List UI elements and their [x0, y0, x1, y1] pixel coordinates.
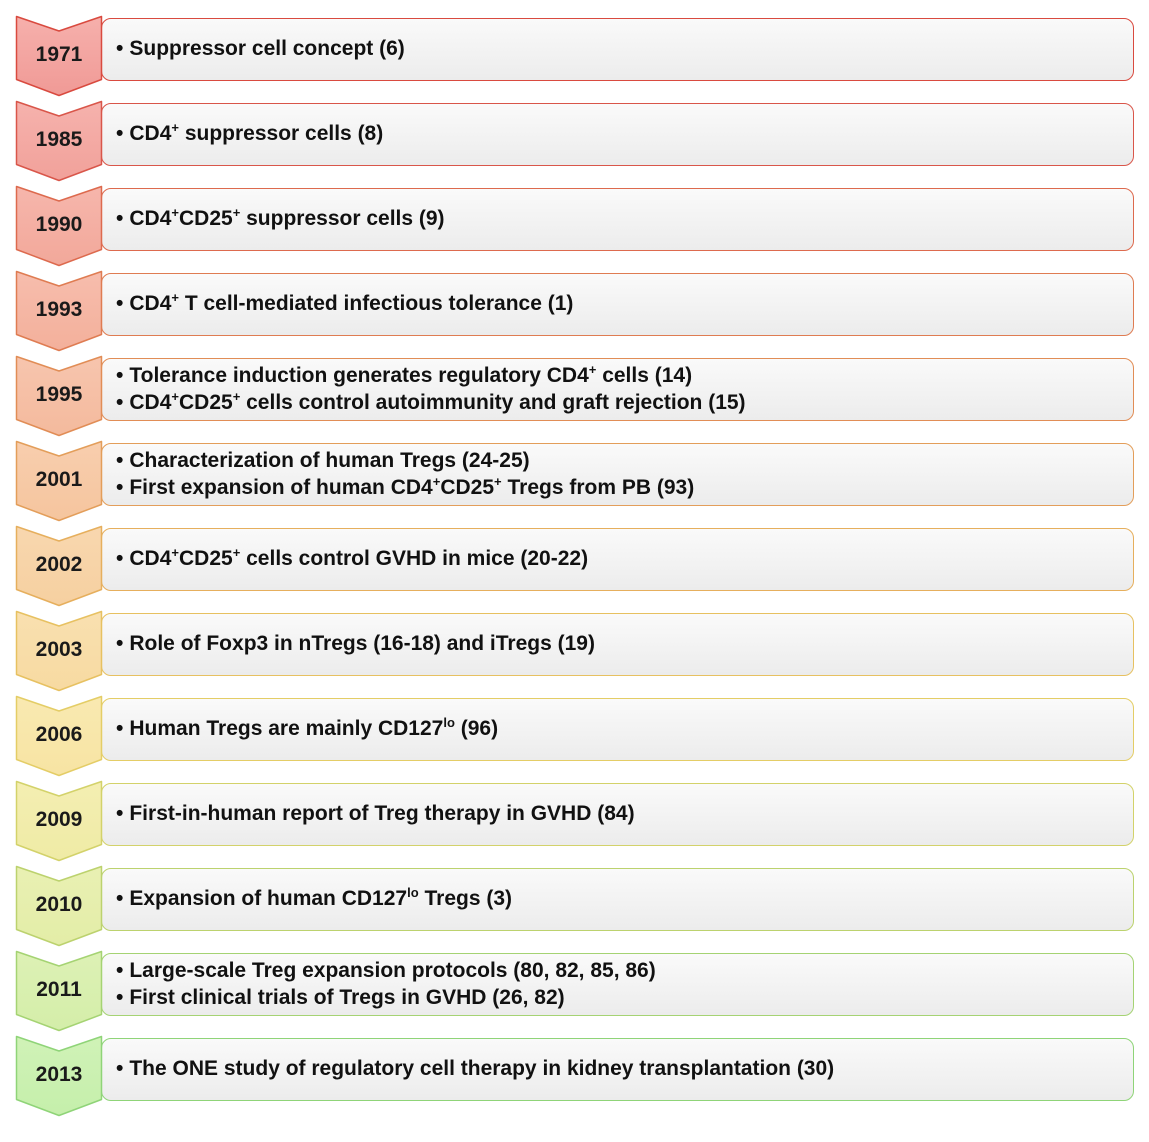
- year-label: 2001: [36, 468, 83, 492]
- year-label: 2011: [36, 978, 82, 1002]
- milestone-text: CD4+ suppressor cells (8): [129, 121, 383, 148]
- year-label: 1993: [36, 298, 83, 322]
- timeline-row: 2009 •First-in-human report of Treg thera…: [15, 780, 1134, 862]
- year-label: 2010: [36, 893, 83, 917]
- timeline-row: 1985 •CD4+ suppressor cells (8): [15, 100, 1134, 182]
- year-chevron: 2001: [15, 440, 103, 522]
- milestone-box: •CD4+CD25+ cells control GVHD in mice (2…: [101, 528, 1134, 591]
- milestone-item: •First clinical trials of Tregs in GVHD …: [116, 985, 1119, 1012]
- milestone-text: CD4+CD25+ cells control GVHD in mice (20…: [129, 546, 588, 573]
- year-label: 1990: [36, 213, 83, 237]
- timeline-row: 2001 •Characterization of human Tregs (24…: [15, 440, 1134, 522]
- timeline-row: 1990 •CD4+CD25+ suppressor cells (9): [15, 185, 1134, 267]
- year-label: 2009: [36, 808, 83, 832]
- timeline-row: 2013 •The ONE study of regulatory cell th…: [15, 1035, 1134, 1117]
- milestone-item: •Characterization of human Tregs (24-25): [116, 448, 1119, 475]
- milestone-item: •CD4+CD25+ cells control autoimmunity an…: [116, 390, 1119, 417]
- milestone-text: CD4+CD25+ suppressor cells (9): [129, 206, 444, 233]
- year-label: 1995: [36, 383, 83, 407]
- milestone-box: •The ONE study of regulatory cell therap…: [101, 1038, 1134, 1101]
- milestone-item: •CD4+CD25+ cells control GVHD in mice (2…: [116, 546, 1119, 573]
- timeline-row: 2002 •CD4+CD25+ cells control GVHD in mic…: [15, 525, 1134, 607]
- timeline-row: 1995 •Tolerance induction generates regul…: [15, 355, 1134, 437]
- timeline-row: 2011 •Large-scale Treg expansion protocol…: [15, 950, 1134, 1032]
- milestone-box: •Human Tregs are mainly CD127lo (96): [101, 698, 1134, 761]
- milestone-box: •Role of Foxp3 in nTregs (16-18) and iTr…: [101, 613, 1134, 676]
- year-chevron: 2011: [15, 950, 103, 1032]
- year-chevron: 2006: [15, 695, 103, 777]
- milestone-item: •Tolerance induction generates regulator…: [116, 363, 1119, 390]
- year-chevron: 1990: [15, 185, 103, 267]
- milestone-item: •CD4+ T cell-mediated infectious toleran…: [116, 291, 1119, 318]
- year-label: 2003: [36, 638, 83, 662]
- milestone-item: •Large-scale Treg expansion protocols (8…: [116, 958, 1119, 985]
- year-chevron: 2010: [15, 865, 103, 947]
- milestone-item: •The ONE study of regulatory cell therap…: [116, 1056, 1119, 1083]
- year-label: 2006: [36, 723, 83, 747]
- milestone-text: Human Tregs are mainly CD127lo (96): [129, 716, 498, 743]
- milestone-text: Tolerance induction generates regulatory…: [129, 363, 692, 390]
- milestone-text: CD4+ T cell-mediated infectious toleranc…: [129, 291, 573, 318]
- milestone-item: •CD4+ suppressor cells (8): [116, 121, 1119, 148]
- timeline-diagram: 1971 •Suppressor cell concept (6) 1985 •CD…: [15, 15, 1134, 1117]
- milestone-item: •Role of Foxp3 in nTregs (16-18) and iTr…: [116, 631, 1119, 658]
- milestone-box: •Tolerance induction generates regulator…: [101, 358, 1134, 421]
- milestone-text: First expansion of human CD4+CD25+ Tregs…: [129, 475, 694, 502]
- year-chevron: 1995: [15, 355, 103, 437]
- milestone-text: First-in-human report of Treg therapy in…: [129, 801, 634, 828]
- milestone-text: Suppressor cell concept (6): [129, 36, 404, 63]
- year-label: 2013: [36, 1063, 83, 1087]
- year-label: 1985: [36, 128, 83, 152]
- milestone-box: •First-in-human report of Treg therapy i…: [101, 783, 1134, 846]
- milestone-text: First clinical trials of Tregs in GVHD (…: [129, 985, 564, 1012]
- milestone-box: •Expansion of human CD127lo Tregs (3): [101, 868, 1134, 931]
- year-chevron: 2003: [15, 610, 103, 692]
- year-chevron: 1993: [15, 270, 103, 352]
- year-label: 2002: [36, 553, 83, 577]
- timeline-row: 2010 •Expansion of human CD127lo Tregs (3…: [15, 865, 1134, 947]
- timeline-row: 1993 •CD4+ T cell-mediated infectious tol…: [15, 270, 1134, 352]
- milestone-item: •CD4+CD25+ suppressor cells (9): [116, 206, 1119, 233]
- year-chevron: 2009: [15, 780, 103, 862]
- milestone-text: Characterization of human Tregs (24-25): [129, 448, 529, 475]
- milestone-text: Large-scale Treg expansion protocols (80…: [129, 958, 655, 985]
- milestone-box: •Large-scale Treg expansion protocols (8…: [101, 953, 1134, 1016]
- year-chevron: 1985: [15, 100, 103, 182]
- milestone-box: •Suppressor cell concept (6): [101, 18, 1134, 81]
- timeline-row: 2006 •Human Tregs are mainly CD127lo (96): [15, 695, 1134, 777]
- milestone-item: •First expansion of human CD4+CD25+ Treg…: [116, 475, 1119, 502]
- milestone-text: Expansion of human CD127lo Tregs (3): [129, 886, 512, 913]
- timeline-row: 1971 •Suppressor cell concept (6): [15, 15, 1134, 97]
- year-chevron: 2002: [15, 525, 103, 607]
- milestone-text: Role of Foxp3 in nTregs (16-18) and iTre…: [129, 631, 595, 658]
- milestone-item: •First-in-human report of Treg therapy i…: [116, 801, 1119, 828]
- milestone-text: The ONE study of regulatory cell therapy…: [129, 1056, 834, 1083]
- milestone-box: •CD4+ T cell-mediated infectious toleran…: [101, 273, 1134, 336]
- milestone-item: •Suppressor cell concept (6): [116, 36, 1119, 63]
- year-chevron: 1971: [15, 15, 103, 97]
- year-label: 1971: [36, 43, 83, 67]
- milestone-text: CD4+CD25+ cells control autoimmunity and…: [129, 390, 745, 417]
- milestone-item: •Expansion of human CD127lo Tregs (3): [116, 886, 1119, 913]
- year-chevron: 2013: [15, 1035, 103, 1117]
- milestone-box: •CD4+ suppressor cells (8): [101, 103, 1134, 166]
- milestone-item: •Human Tregs are mainly CD127lo (96): [116, 716, 1119, 743]
- milestone-box: •Characterization of human Tregs (24-25)…: [101, 443, 1134, 506]
- milestone-box: •CD4+CD25+ suppressor cells (9): [101, 188, 1134, 251]
- timeline-row: 2003 •Role of Foxp3 in nTregs (16-18) and…: [15, 610, 1134, 692]
